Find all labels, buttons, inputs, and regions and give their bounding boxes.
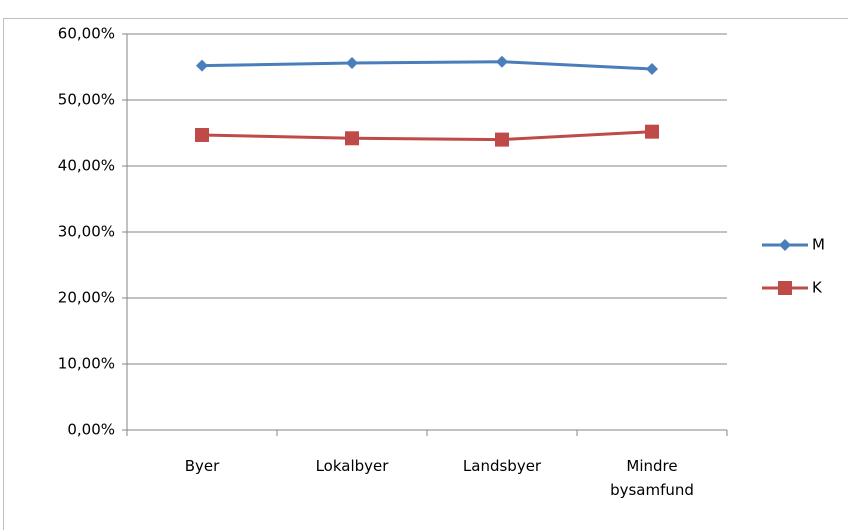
point-marker: [646, 62, 658, 75]
legend-label: K: [812, 279, 823, 297]
point-marker: [645, 124, 659, 139]
point-marker: [495, 132, 509, 147]
y-tick-label: 60,00%: [58, 25, 115, 43]
legend-label: M: [812, 236, 825, 254]
series-line: [201, 60, 653, 71]
y-tick-label: 20,00%: [58, 289, 115, 307]
chart-frame: [3, 18, 848, 530]
point-marker: [345, 131, 359, 146]
y-tick-label: 10,00%: [58, 355, 115, 373]
point-marker: [346, 57, 358, 70]
point-marker: [778, 281, 792, 295]
y-tick-label: 30,00%: [58, 223, 115, 241]
point-marker: [196, 59, 208, 72]
y-tick-label: 0,00%: [67, 421, 115, 439]
point-marker: [779, 239, 791, 251]
x-tick-label: Landsbyer: [462, 457, 542, 475]
point-marker: [496, 55, 508, 68]
y-tick-label: 50,00%: [58, 91, 115, 109]
x-tick-label: Mindre bysamfund: [610, 457, 694, 499]
series-line: [201, 130, 653, 142]
x-tick-label: Lokalbyer: [315, 457, 389, 475]
y-tick-label: 40,00%: [58, 157, 115, 175]
point-marker: [195, 127, 209, 142]
x-tick-label: Byer: [184, 457, 220, 475]
